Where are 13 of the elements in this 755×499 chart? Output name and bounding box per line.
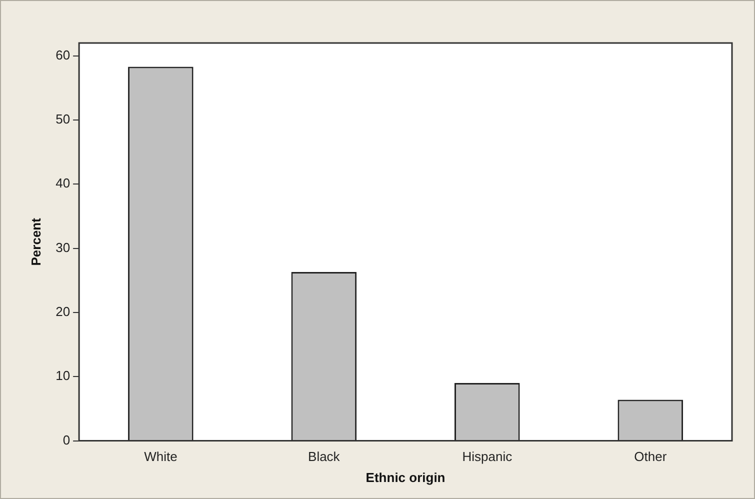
y-tick-label: 50: [56, 112, 70, 127]
x-tick-label: Other: [634, 449, 668, 464]
y-tick-label: 0: [62, 432, 70, 448]
x-tick-label: Hispanic: [462, 449, 513, 464]
y-tick-label: 20: [56, 304, 70, 320]
y-tick-label: 60: [56, 47, 70, 62]
y-tick-label: 10: [56, 368, 70, 384]
x-tick-label: Black: [308, 449, 340, 464]
y-tick-label: 30: [56, 240, 70, 255]
y-tick-label: 40: [56, 176, 70, 191]
x-axis-title: Ethnic origin: [366, 470, 446, 485]
x-tick-label: White: [144, 449, 178, 464]
y-axis-title: Percent: [28, 217, 44, 266]
